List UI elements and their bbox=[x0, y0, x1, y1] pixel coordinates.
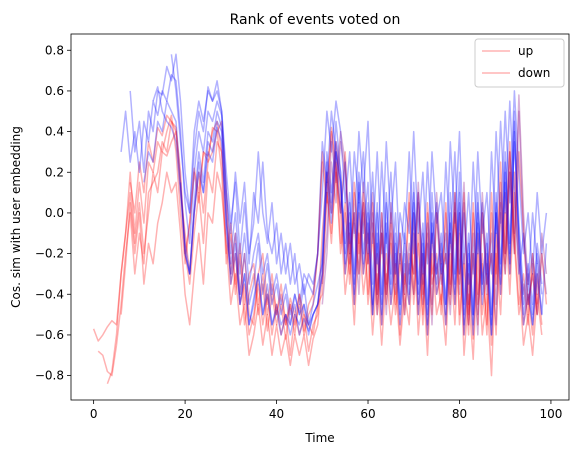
x-axis-ticks: 0 20 40 60 80 100 bbox=[90, 400, 562, 421]
series-line-0 bbox=[92, 120, 548, 342]
series-line-8 bbox=[152, 86, 543, 326]
x-tick-label: 100 bbox=[539, 407, 562, 421]
series-line-3 bbox=[120, 161, 543, 377]
series-line-6 bbox=[129, 53, 538, 306]
series-layer bbox=[92, 53, 548, 384]
series-line-9 bbox=[170, 54, 548, 296]
x-tick-label: 0 bbox=[90, 407, 98, 421]
y-tick-label: 0.2 bbox=[45, 165, 64, 179]
legend-box bbox=[474, 38, 565, 88]
series-line-7 bbox=[143, 100, 543, 336]
x-tick-label: 80 bbox=[452, 407, 467, 421]
x-tick-label: 20 bbox=[177, 407, 192, 421]
y-axis-ticks: −0.8 −0.6 −0.4 −0.2 0.0 0.2 0.4 0.6 0.8 bbox=[35, 43, 71, 383]
chart-title: Rank of events voted on bbox=[230, 12, 401, 28]
legend: up down bbox=[474, 38, 565, 88]
y-tick-label: −0.4 bbox=[35, 287, 64, 301]
series-line-5 bbox=[120, 73, 543, 326]
y-tick-label: 0.4 bbox=[45, 125, 64, 139]
x-axis-label: Time bbox=[304, 431, 334, 445]
series-line-11 bbox=[321, 94, 548, 316]
series-line-1 bbox=[97, 120, 543, 377]
plot-frame bbox=[70, 33, 570, 401]
series-line-2 bbox=[106, 114, 538, 384]
legend-label-up: up bbox=[518, 44, 533, 58]
y-tick-label: −0.2 bbox=[35, 247, 64, 261]
series-line-12 bbox=[321, 110, 548, 336]
y-tick-label: −0.6 bbox=[35, 328, 64, 342]
y-tick-label: −0.8 bbox=[35, 369, 64, 383]
series-line-4 bbox=[129, 114, 538, 332]
y-tick-label: 0.0 bbox=[45, 206, 64, 220]
legend-label-down: down bbox=[518, 66, 550, 80]
y-axis-label: Cos. sim with user embedding bbox=[9, 126, 23, 308]
x-tick-label: 60 bbox=[360, 407, 375, 421]
series-line-10 bbox=[179, 120, 548, 336]
y-tick-label: 0.6 bbox=[45, 84, 64, 98]
x-tick-label: 40 bbox=[269, 407, 284, 421]
y-tick-label: 0.8 bbox=[45, 43, 64, 57]
